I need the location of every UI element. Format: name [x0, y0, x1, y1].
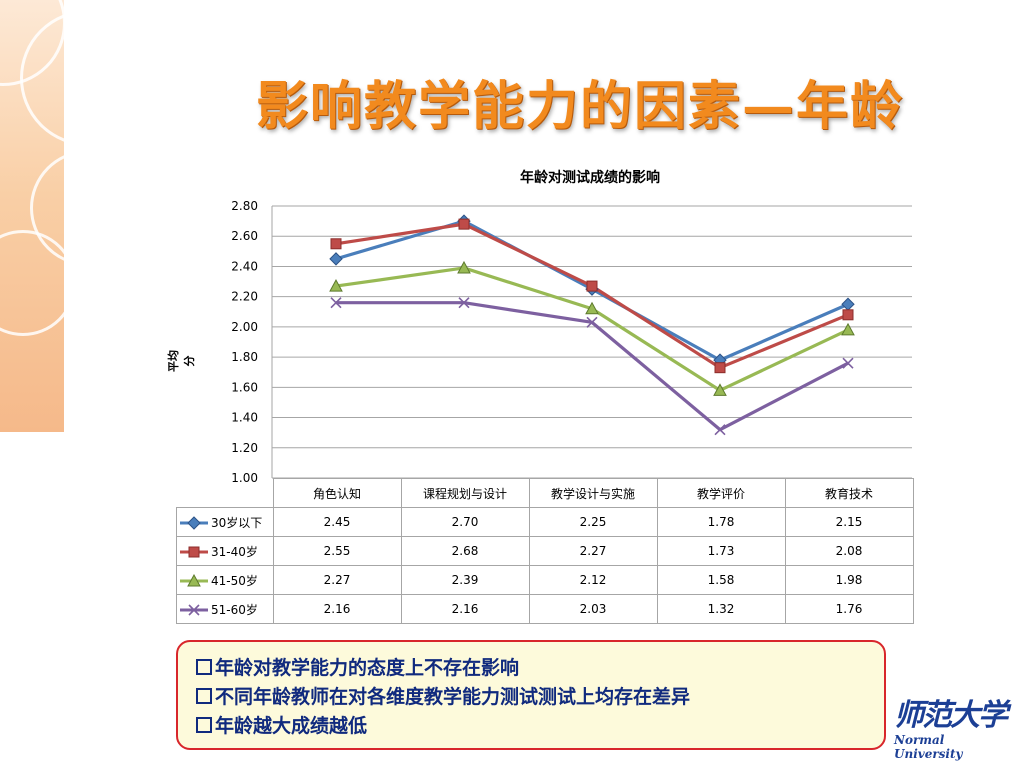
table-row: 51-60岁 2.16 2.16 2.03 1.32 1.76: [176, 594, 914, 624]
series-name: 51-60岁: [211, 602, 258, 617]
data-point: [586, 280, 598, 292]
checkbox-square-icon: [196, 659, 212, 675]
data-point: [457, 260, 471, 274]
data-point: [585, 301, 599, 315]
data-label: 2.25: [528, 507, 658, 537]
data-point: [586, 316, 598, 328]
series-name: 30岁以下: [211, 515, 263, 530]
data-label: 2.15: [784, 507, 914, 537]
university-logo: 师范大学 Normal University: [888, 686, 1008, 761]
data-label: 1.78: [656, 507, 786, 537]
logo-english-text: Normal University: [894, 733, 963, 761]
data-label: 2.27: [272, 565, 402, 595]
note-text: 年龄对教学能力的态度上不存在影响: [215, 657, 520, 679]
data-label: 1.32: [656, 594, 786, 624]
y-tick-label: 2.20: [231, 290, 258, 304]
data-label: 2.27: [528, 536, 658, 566]
note-text: 年龄越大成绩越低: [215, 715, 368, 737]
data-label: 2.55: [272, 536, 402, 566]
data-point: [329, 252, 343, 266]
chart-title: 年龄对测试成绩的影响: [520, 170, 660, 186]
data-point: [842, 357, 854, 369]
table-row: 31-40岁 2.55 2.68 2.27 1.73 2.08: [176, 536, 914, 566]
table-row: 30岁以下 2.45 2.70 2.25 1.78 2.15: [176, 507, 914, 537]
x-tick-label: 教学评价: [656, 478, 786, 508]
legend-entry: 51-60岁: [176, 594, 274, 624]
y-tick-label: 1.40: [231, 411, 258, 425]
legend-entry: 30岁以下: [176, 507, 274, 537]
y-tick-label: 1.60: [231, 380, 258, 394]
legend-marker: [187, 574, 201, 587]
legend-marker: [188, 546, 200, 558]
series-name: 31-40岁: [211, 544, 258, 559]
data-point: [714, 362, 726, 374]
legend-key-icon: [180, 516, 208, 530]
y-tick-label: 1.80: [231, 350, 258, 364]
slide-title: 影响教学能力的因素—年龄: [255, 76, 904, 137]
data-label: 2.03: [528, 594, 658, 624]
data-point: [713, 383, 727, 396]
data-point: [330, 297, 342, 309]
y-tick-label: 2.80: [231, 199, 258, 213]
data-label: 1.76: [784, 594, 914, 624]
data-label: 2.16: [272, 594, 402, 624]
legend-key-icon: [180, 604, 208, 616]
note-item: 不同年龄教师在对各维度教学能力测试测试上均存在差异: [196, 683, 884, 712]
data-label: 2.12: [528, 565, 658, 595]
legend-marker: [188, 604, 200, 616]
data-label: 2.16: [400, 594, 530, 624]
x-tick-label: 课程规划与设计: [400, 478, 530, 508]
checkbox-square-icon: [196, 717, 212, 733]
note-item: 年龄对教学能力的态度上不存在影响: [196, 654, 884, 683]
legend-key-icon: [180, 546, 208, 558]
data-point: [329, 279, 343, 292]
legend-key-icon: [180, 574, 208, 587]
table-header-row: 角色认知 课程规划与设计 教学设计与实施 教学评价 教育技术: [176, 478, 914, 508]
data-point: [841, 297, 855, 311]
data-label: 2.39: [400, 565, 530, 595]
series-name: 41-50岁: [211, 573, 258, 588]
table-row: 41-50岁 2.27 2.39 2.12 1.58 1.98: [176, 565, 914, 595]
data-point: [842, 309, 854, 321]
data-label: 1.98: [784, 565, 914, 595]
logo-chinese-text: 师范大学: [894, 698, 1008, 733]
note-item: 年龄越大成绩越低: [196, 712, 884, 741]
data-point: [841, 322, 855, 336]
y-tick-label: 1.20: [231, 441, 258, 455]
legend-marker: [187, 516, 201, 530]
y-tick-label: 2.40: [231, 259, 258, 273]
data-table: 角色认知 课程规划与设计 教学设计与实施 教学评价 教育技术 30岁以下 2.45 2.70 2…: [176, 478, 914, 624]
data-point: [458, 218, 470, 230]
x-tick-label: 教学设计与实施: [528, 478, 658, 508]
side-decoration: [0, 0, 64, 432]
data-label: 2.45: [272, 507, 402, 537]
notes-panel: 年龄对教学能力的态度上不存在影响 不同年龄教师在对各维度教学能力测试测试上均存在…: [176, 640, 886, 750]
x-tick-label: 教育技术: [784, 478, 914, 508]
data-point: [458, 297, 470, 309]
legend-entry: 41-50岁: [176, 565, 274, 595]
series-line: [335, 222, 849, 370]
data-label: 1.58: [656, 565, 786, 595]
table-corner: [176, 478, 274, 508]
data-label: 2.68: [400, 536, 530, 566]
legend-entry: 31-40岁: [176, 536, 274, 566]
y-tick-label: 2.60: [231, 229, 258, 243]
data-label: 2.08: [784, 536, 914, 566]
x-tick-label: 角色认知: [272, 478, 402, 508]
note-text: 不同年龄教师在对各维度教学能力测试测试上均存在差异: [215, 686, 691, 708]
data-point: [714, 424, 726, 436]
data-label: 1.73: [656, 536, 786, 566]
y-tick-label: 2.00: [231, 320, 258, 334]
data-point: [330, 238, 342, 250]
checkbox-square-icon: [196, 688, 212, 704]
data-label: 2.70: [400, 507, 530, 537]
